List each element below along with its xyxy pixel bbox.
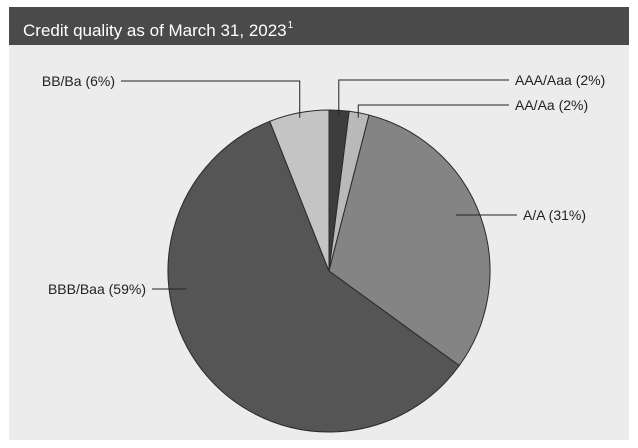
leader-line-0 [338, 79, 509, 116]
slice-label-0: AAA/Aaa (2%) [515, 72, 605, 88]
slice-label-1: AA/Aa (2%) [515, 97, 588, 113]
slice-label-3: BBB/Baa (59%) [48, 281, 146, 297]
chart-header: Credit quality as of March 31, 20231 [9, 7, 629, 45]
chart-title: Credit quality as of March 31, 2023 [23, 21, 287, 40]
footnote-marker: 1 [287, 20, 294, 31]
pie-slice-2 [328, 114, 491, 367]
slice-label-4: BB/Ba (6%) [42, 73, 115, 89]
leader-line-1 [357, 104, 509, 118]
leader-line-4 [121, 80, 301, 118]
pie-slice-3 [167, 120, 460, 433]
slice-label-2: A/A (31%) [523, 207, 586, 223]
pie-slice-4 [269, 109, 330, 272]
